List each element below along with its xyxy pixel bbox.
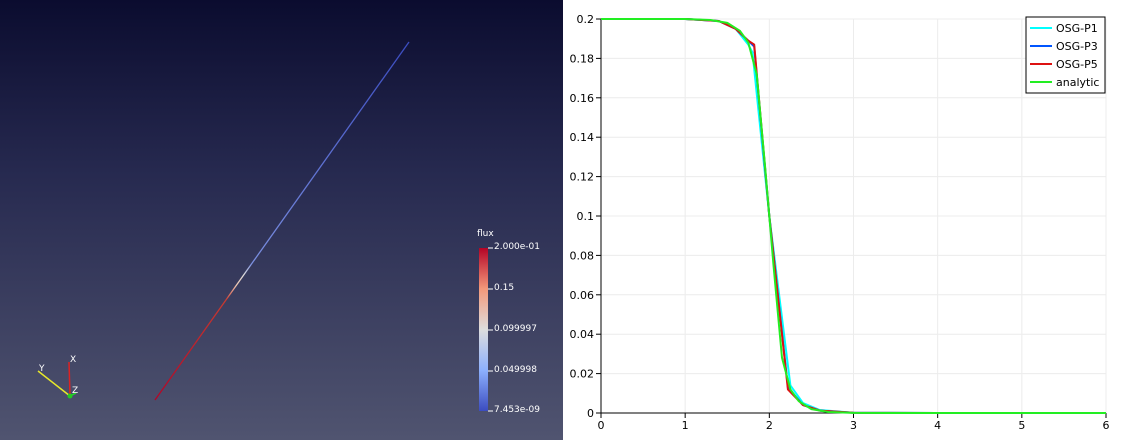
legend-label: OSG-P3 (1056, 40, 1098, 53)
y-tick-label: 0.08 (570, 249, 595, 262)
scalar-bar-ticks (488, 247, 493, 412)
y-tick-label: 0.12 (570, 171, 595, 184)
y-tick-label: 0.06 (570, 289, 595, 302)
orientation-axis-x-label: X (70, 355, 77, 365)
x-tick-label: 1 (682, 419, 689, 432)
y-tick-label: 0.2 (577, 13, 595, 26)
scalar-bar-label-4: 0.049998 (494, 365, 537, 375)
x-tick-label: 0 (598, 419, 605, 432)
y-tick-label: 0.04 (570, 328, 595, 341)
y-tick-label: 0.1 (577, 210, 595, 223)
chart-series (601, 18, 1106, 414)
scalar-bar-title: flux (477, 229, 494, 239)
y-tick-label: 0.16 (570, 92, 595, 105)
y-tick-label: 0 (587, 407, 594, 420)
legend-box (1025, 16, 1106, 94)
line-chart-view[interactable]: 0 1 2 3 4 5 6 0 0.02 0.04 0.06 0.08 0.1 0.12 0.14 0.16 0… (565, 0, 1126, 440)
scalar-bar-label-max: 2.000e-01 (494, 242, 541, 252)
scalar-bar (479, 248, 488, 411)
y-tick-label: 0.14 (570, 131, 595, 144)
flux-line-mesh (154, 41, 410, 401)
orientation-axis-y-label: Y (39, 364, 45, 374)
x-tick-label: 6 (1103, 419, 1110, 432)
scalar-bar-label-3: 0.099997 (494, 324, 537, 334)
render-view-svg (37, 41, 493, 412)
chart-legend: OSG-P1 OSG-P3 OSG-P5 analytic (1025, 16, 1106, 94)
series-line-analytic (601, 18, 1106, 414)
legend-label: OSG-P1 (1056, 22, 1098, 35)
legend-label: analytic (1056, 76, 1099, 89)
y-tick-label: 0.18 (570, 52, 595, 65)
y-tick-label: 0.02 (570, 368, 595, 381)
x-tick-label: 2 (766, 419, 773, 432)
scalar-bar-label-2: 0.15 (494, 283, 515, 293)
line-chart: 0 1 2 3 4 5 6 0 0.02 0.04 0.06 0.08 0.1 0.12 0.14 0.16 0… (570, 13, 1110, 432)
orientation-axis-z-label: Z (72, 386, 79, 396)
x-tick-label: 5 (1018, 419, 1025, 432)
orientation-axes (37, 361, 77, 399)
x-tick-label: 3 (850, 419, 857, 432)
render-view-3d[interactable]: flux 2.000e-01 0.15 0.099997 0.049998 7.… (0, 0, 563, 440)
legend-label: OSG-P5 (1056, 58, 1098, 71)
scalar-bar-label-min: 7.453e-09 (494, 405, 541, 415)
x-tick-label: 4 (934, 419, 941, 432)
